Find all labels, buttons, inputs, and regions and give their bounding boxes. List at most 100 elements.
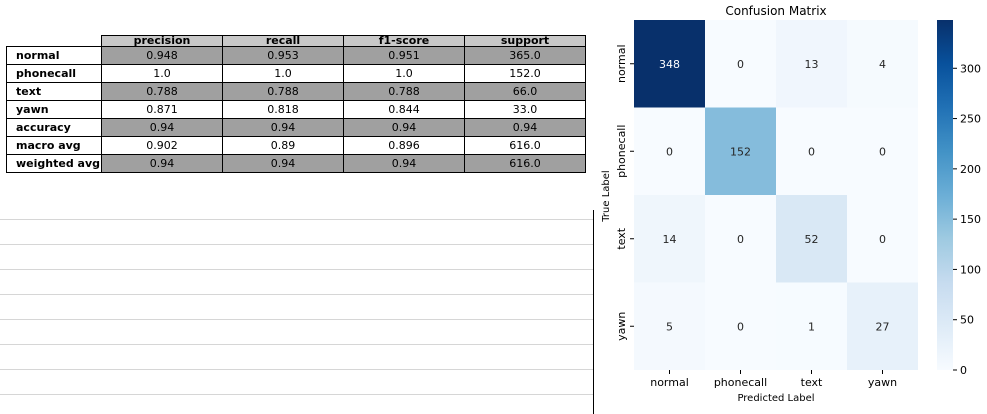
report-cell: 0.94 [464, 118, 586, 137]
heatmap-cell [705, 282, 776, 370]
y-tick-label: normal [615, 44, 628, 83]
report-cell: 0.94 [343, 154, 465, 173]
report-cell: 0.818 [222, 100, 344, 119]
y-axis: normal phonecall text yawn [615, 44, 634, 341]
heatmap-cell [776, 195, 847, 283]
heatmap-cell [847, 195, 918, 283]
report-column-header: f1-score [343, 35, 465, 47]
report-cell: 0.871 [101, 100, 223, 119]
x-axis-label: Predicted Label [737, 393, 814, 404]
report-cell: 0.788 [101, 82, 223, 101]
y-axis-label: True Label [601, 170, 612, 222]
cell-value-label: 27 [876, 320, 890, 333]
row-rule [0, 344, 594, 345]
report-row-label: phonecall [6, 64, 102, 83]
report-cell: 0.951 [343, 46, 465, 65]
report-column-header: support [464, 35, 586, 47]
heatmap-cell [776, 107, 847, 195]
row-rule [0, 369, 594, 370]
report-row-yawn: yawn 0.871 0.818 0.844 33.0 [6, 100, 586, 119]
row-rule [0, 269, 594, 270]
report-header-row: precision recall f1-score support [7, 35, 586, 47]
cell-value-label: 0 [879, 233, 886, 246]
report-cell: 33.0 [464, 100, 586, 119]
report-cell: 365.0 [464, 46, 586, 65]
report-cell: 0.94 [101, 154, 223, 173]
report-cell: 66.0 [464, 82, 586, 101]
report-cell: 0.788 [222, 82, 344, 101]
heatmap-cell [776, 282, 847, 370]
report-cell: 0.94 [101, 118, 223, 137]
x-tick-label: normal [650, 376, 689, 389]
report-cell: 0.94 [222, 118, 344, 137]
colorbar-tick-label: 50 [960, 314, 974, 327]
colorbar-tick-label: 100 [960, 263, 981, 276]
cell-value-label: 0 [879, 145, 886, 158]
heatmap-cell [847, 20, 918, 108]
cell-value-label: 0 [808, 145, 815, 158]
cell-value-label: 14 [663, 233, 677, 246]
report-cell: 0.89 [222, 136, 344, 155]
y-tick-label: phonecall [615, 125, 628, 178]
report-row-accuracy: accuracy 0.94 0.94 0.94 0.94 [6, 118, 586, 137]
report-cell: 152.0 [464, 64, 586, 83]
report-cell: 0.94 [222, 154, 344, 173]
heatmap-cell [847, 282, 918, 370]
cell-value-label: 5 [666, 320, 673, 333]
y-tick-label: text [615, 227, 628, 249]
report-cell: 0.896 [343, 136, 465, 155]
cell-value-label: 4 [879, 58, 886, 71]
report-cell: 1.0 [101, 64, 223, 83]
report-row-label: text [6, 82, 102, 101]
panel-divider [593, 210, 594, 414]
report-corner-cell [7, 36, 102, 47]
heatmap-cell [634, 20, 705, 108]
heatmap-cell [634, 195, 705, 283]
chart-title: Confusion Matrix [725, 4, 826, 18]
report-row-text: text 0.788 0.788 0.788 66.0 [6, 82, 586, 101]
row-rule [0, 294, 594, 295]
report-cell: 616.0 [464, 136, 586, 155]
report-row-label: yawn [6, 100, 102, 119]
row-rule [0, 319, 594, 320]
report-row-label: accuracy [6, 118, 102, 137]
colorbar-tick-label: 250 [960, 113, 981, 126]
cell-value-label: 0 [666, 145, 673, 158]
colorbar-tick-label: 0 [960, 364, 967, 377]
report-cell: 0.844 [343, 100, 465, 119]
heatmap-cell [705, 20, 776, 108]
report-cell: 0.902 [101, 136, 223, 155]
colorbar-tick-label: 200 [960, 163, 981, 176]
x-axis: normal phonecall text yawn [650, 370, 897, 389]
report-cell: 0.788 [343, 82, 465, 101]
colorbar [937, 20, 953, 370]
x-tick-label: text [801, 376, 823, 389]
confusion-matrix-chart: Confusion Matrix 348 0 13 40 152 0 014 0 52 05 0 1 2… [601, 4, 981, 404]
row-rule [0, 394, 594, 395]
report-row-label: normal [6, 46, 102, 65]
cell-value-label: 13 [805, 58, 819, 71]
row-rule [0, 244, 594, 245]
heatmap-cell [705, 107, 776, 195]
heatmap-cells: 348 0 13 4 0 152 0 0 14 0 52 0 5 0 1 27 [634, 20, 918, 370]
report-row-weighted-avg: weighted avg 0.94 0.94 0.94 616.0 [6, 154, 586, 173]
colorbar-axis: 0 50 100 150 200 250 300 [953, 62, 981, 377]
cell-value-label: 52 [805, 233, 819, 246]
cell-value-label: 0 [737, 320, 744, 333]
heatmap-cell [634, 282, 705, 370]
colorbar-tick-label: 150 [960, 213, 981, 226]
report-row-label: macro avg [6, 136, 102, 155]
report-column-header: precision [101, 35, 223, 47]
heatmap-cell [705, 195, 776, 283]
cell-value-label: 152 [730, 145, 751, 158]
cell-value-label: 0 [737, 233, 744, 246]
empty-table-panel [0, 200, 594, 414]
report-row-phonecall: phonecall 1.0 1.0 1.0 152.0 [6, 64, 586, 83]
row-rule [0, 219, 594, 220]
report-row-macro-avg: macro avg 0.902 0.89 0.896 616.0 [6, 136, 586, 155]
cell-value-label: 348 [659, 58, 680, 71]
colorbar-tick-label: 300 [960, 62, 981, 75]
report-cell: 0.953 [222, 46, 344, 65]
heatmap-cell [847, 107, 918, 195]
y-tick-label: yawn [615, 312, 628, 341]
